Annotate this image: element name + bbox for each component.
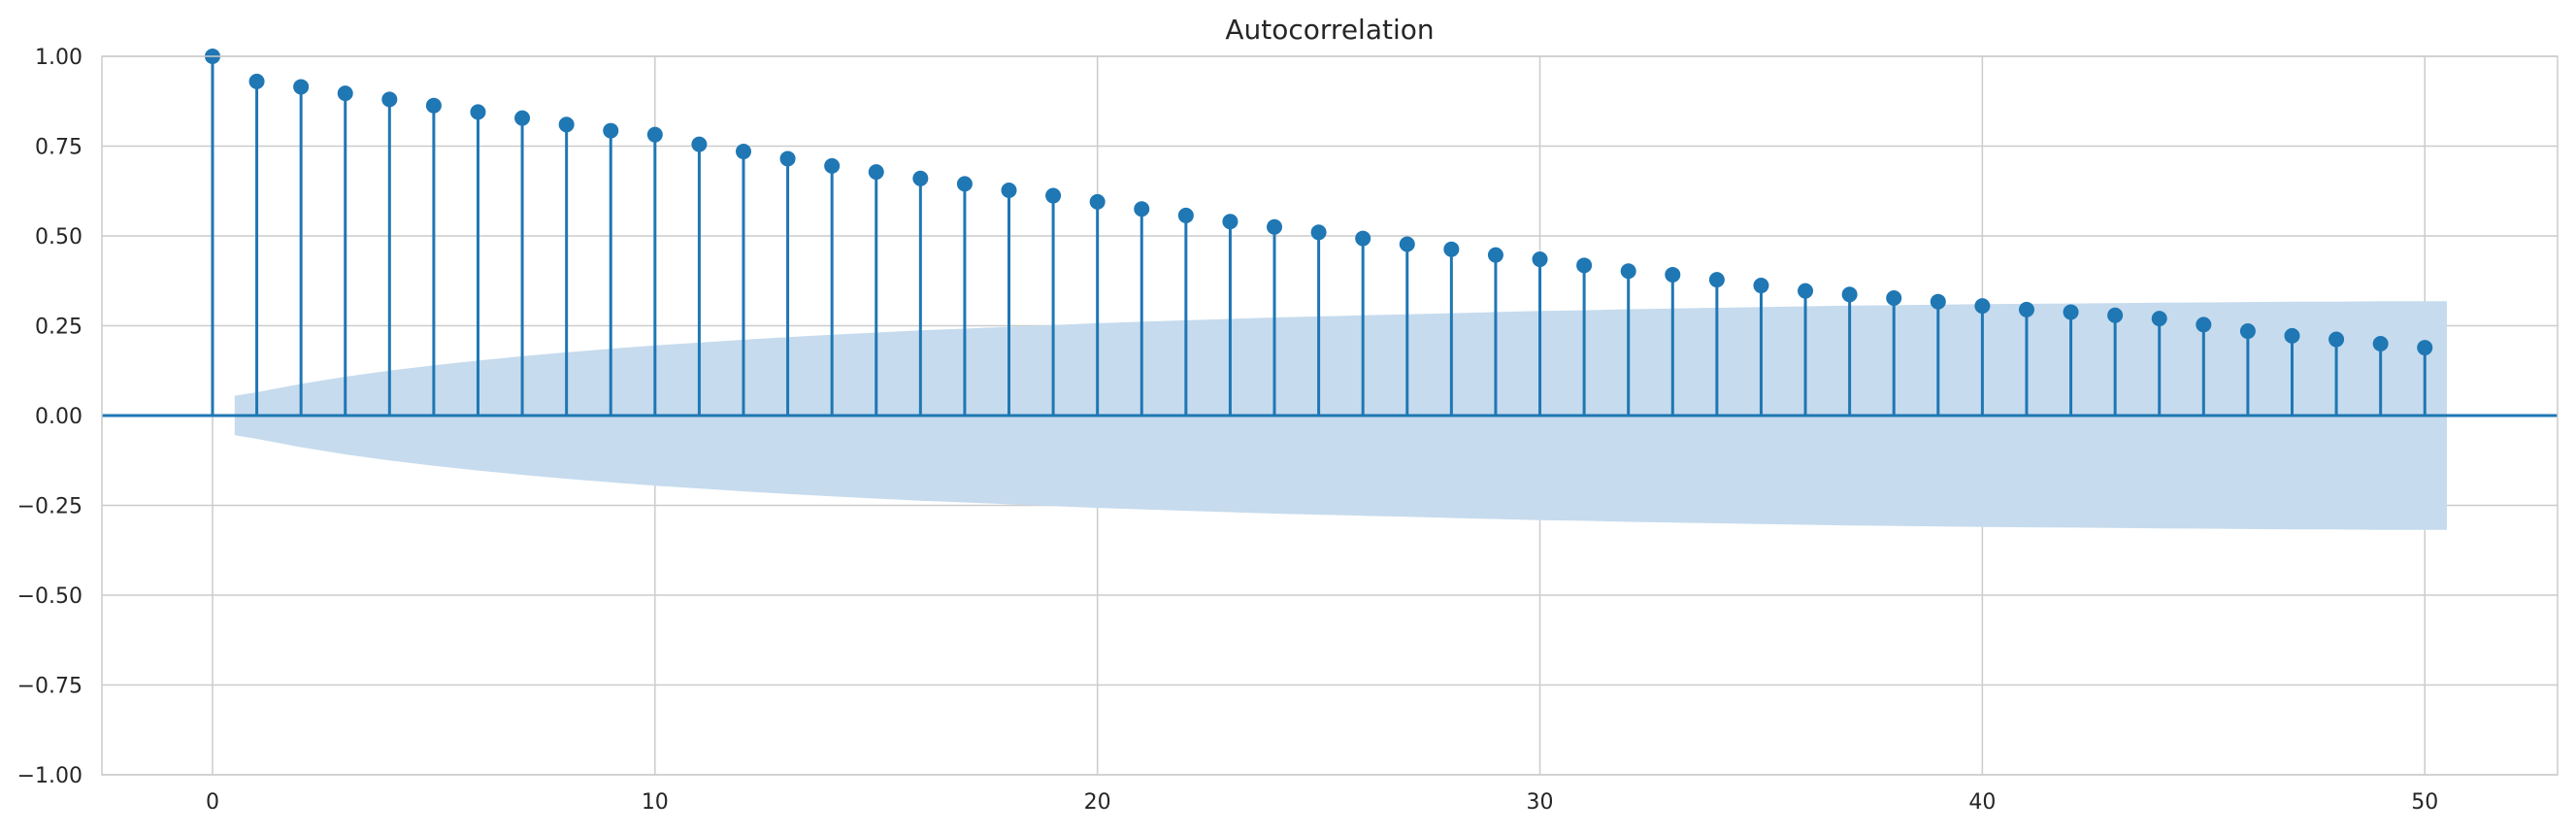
- point-lag-15: [868, 164, 884, 181]
- point-lag-21: [1134, 201, 1150, 217]
- point-lag-12: [735, 144, 751, 160]
- x-tick-label-4: 40: [1968, 790, 1996, 815]
- point-lag-49: [2372, 336, 2389, 351]
- point-lag-45: [2196, 317, 2212, 333]
- point-lag-34: [1708, 272, 1725, 288]
- y-tick-label-7: −0.75: [17, 675, 83, 699]
- point-lag-5: [425, 97, 442, 114]
- stems: [211, 56, 2427, 416]
- y-tick-label-2: 0.50: [35, 225, 83, 250]
- point-lag-43: [2107, 307, 2124, 323]
- point-lag-11: [691, 136, 708, 152]
- y-tick-label-6: −0.50: [17, 584, 83, 609]
- chart-title: Autocorrelation: [1225, 14, 1434, 46]
- point-lag-36: [1798, 283, 1814, 299]
- point-lag-50: [2417, 340, 2433, 356]
- point-lag-32: [1620, 263, 1636, 280]
- point-lag-41: [2018, 301, 2034, 317]
- point-lag-7: [514, 110, 531, 126]
- y-tick-label-8: −1.00: [17, 764, 83, 788]
- point-lag-40: [1974, 298, 1991, 315]
- y-tick-label-0: 1.00: [35, 46, 83, 70]
- point-lag-18: [1001, 183, 1017, 199]
- y-tick-label-3: 0.25: [35, 316, 83, 340]
- point-lag-48: [2328, 331, 2345, 348]
- point-lag-1: [248, 73, 265, 89]
- point-lag-27: [1399, 236, 1415, 252]
- y-tick-labels: 1.00 0.75 0.50 0.25 0.00 −0.25 −0.50 −0.75 −1.00: [17, 46, 83, 788]
- point-lag-17: [956, 176, 973, 192]
- point-lag-10: [646, 126, 663, 143]
- x-tick-label-2: 20: [1084, 790, 1111, 815]
- x-tick-labels: 0 10 20 30 40 50: [206, 790, 2438, 815]
- axes-frame: [101, 55, 2559, 776]
- x-tick-label-3: 30: [1527, 790, 1554, 815]
- point-lag-6: [470, 104, 486, 120]
- y-tick-label-1: 0.75: [35, 136, 83, 160]
- point-lag-20: [1089, 193, 1106, 210]
- point-lag-35: [1753, 278, 1769, 294]
- point-lag-42: [2063, 304, 2079, 320]
- point-lag-4: [381, 91, 398, 108]
- plot-frame: [101, 55, 2559, 776]
- point-lag-38: [1886, 290, 1902, 307]
- point-lag-28: [1443, 241, 1460, 257]
- point-lag-13: [779, 150, 796, 167]
- point-lag-23: [1222, 214, 1238, 230]
- point-lag-24: [1267, 218, 1283, 235]
- point-lag-16: [912, 170, 929, 186]
- point-lag-47: [2284, 327, 2300, 344]
- point-lag-37: [1841, 286, 1858, 303]
- y-tick-label-4: 0.00: [35, 405, 83, 429]
- point-lag-44: [2151, 311, 2167, 327]
- point-lag-19: [1045, 187, 1062, 204]
- points: [204, 49, 2433, 356]
- x-tick-label-1: 10: [642, 790, 669, 815]
- point-lag-46: [2239, 323, 2256, 340]
- point-lag-29: [1487, 247, 1503, 263]
- point-lag-14: [824, 157, 841, 174]
- point-lag-2: [293, 79, 310, 95]
- point-lag-25: [1310, 224, 1327, 241]
- y-tick-label-5: −0.25: [17, 495, 83, 519]
- point-lag-22: [1177, 207, 1194, 223]
- point-lag-30: [1532, 251, 1548, 268]
- point-lag-39: [1930, 293, 1946, 310]
- point-lag-3: [337, 85, 353, 102]
- x-tick-label-0: 0: [206, 790, 219, 815]
- point-lag-33: [1665, 266, 1681, 283]
- point-lag-8: [558, 117, 575, 133]
- point-lag-31: [1576, 257, 1593, 274]
- point-lag-26: [1355, 230, 1371, 247]
- x-tick-label-5: 50: [2411, 790, 2438, 815]
- point-lag-9: [603, 122, 619, 139]
